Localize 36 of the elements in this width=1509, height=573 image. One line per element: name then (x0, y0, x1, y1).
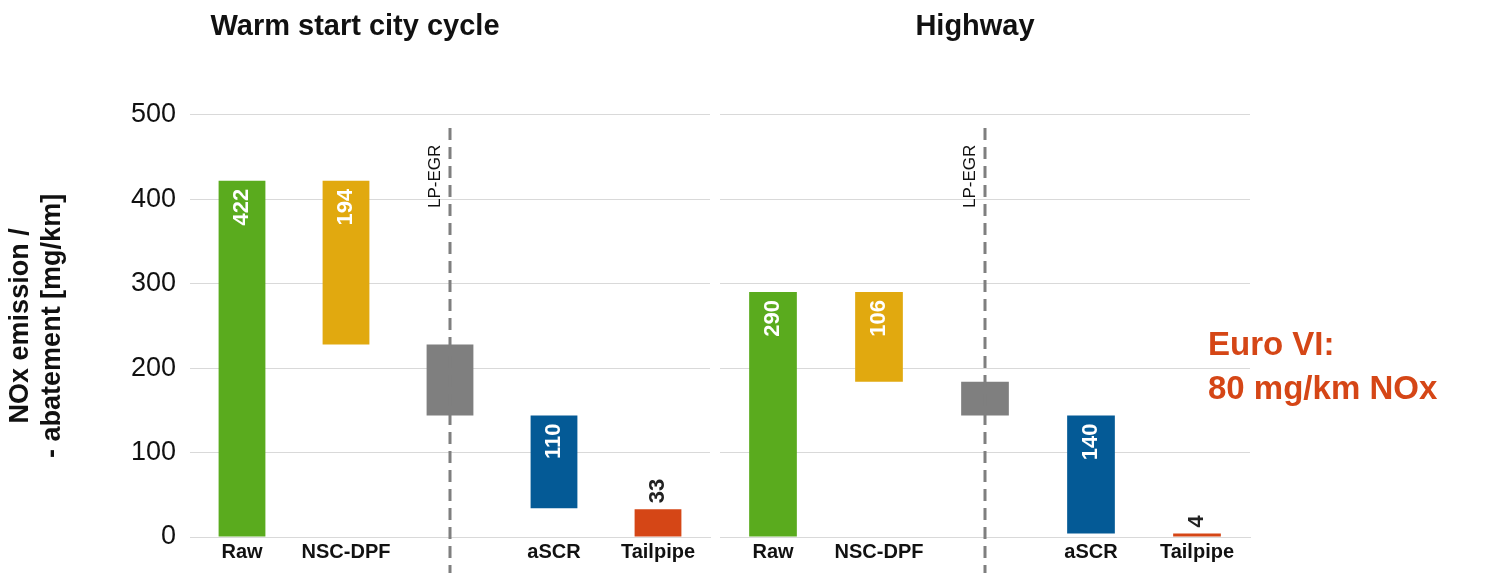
y-tick-label: 0 (160, 520, 176, 551)
x-tick-label: aSCR (527, 539, 582, 562)
y-tick-label: 200 (130, 351, 176, 382)
bar (634, 509, 682, 537)
data-label: 110 (540, 423, 566, 459)
data-label: 106 (865, 300, 891, 337)
chart-title: Highway (915, 9, 1035, 42)
y-tick-label: 500 (130, 98, 176, 129)
x-tick-label: Raw (752, 539, 794, 562)
x-tick-label: NSC-DPF (301, 539, 391, 562)
x-tick-label: Raw (221, 539, 263, 562)
chart-title: Warm start city cycle (210, 9, 500, 42)
bar (749, 292, 797, 537)
data-label: 33 (644, 478, 670, 504)
x-tick-label: Tailpipe (620, 539, 696, 562)
y-tick-label: 300 (130, 267, 176, 298)
x-tick-label: aSCR (1064, 539, 1119, 562)
bar (1067, 415, 1115, 534)
annotation: Euro VI: 80 mg/km NOx (1208, 324, 1438, 408)
data-label: 4 (1183, 514, 1209, 528)
data-label: 290 (759, 300, 785, 337)
x-tick-label: Tailpipe (1159, 539, 1235, 562)
bar (218, 180, 266, 537)
bar (1173, 533, 1221, 537)
data-label: 140 (1077, 423, 1103, 461)
y-tick-label: 400 (130, 182, 176, 213)
x-tick-label: NSC-DPF (834, 539, 924, 562)
y-axis-title: NOx emission / - abatement [mg/km] (3, 193, 67, 458)
data-label: 194 (332, 187, 358, 226)
y-tick-label: 100 (130, 436, 176, 467)
data-label: 422 (228, 188, 254, 226)
x-tick-label: LP-EGR (425, 144, 444, 208)
bar (322, 180, 370, 345)
bar (855, 292, 903, 382)
bar (530, 415, 578, 509)
x-tick-label: LP-EGR (960, 144, 979, 208)
